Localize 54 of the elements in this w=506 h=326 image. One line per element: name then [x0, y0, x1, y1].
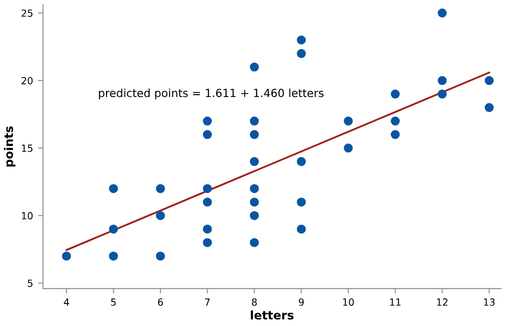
x-tick-label: 4	[64, 298, 70, 306]
point	[156, 252, 165, 261]
point	[438, 76, 447, 86]
point	[296, 198, 306, 207]
point	[344, 116, 353, 126]
point	[108, 184, 118, 194]
x-tick-label: 11	[390, 298, 401, 306]
point	[484, 76, 494, 86]
point	[250, 184, 259, 194]
point	[202, 198, 212, 207]
x-tick-label: 9	[298, 298, 304, 306]
y-tick-label: 20	[22, 77, 33, 84]
point	[202, 116, 212, 126]
point	[344, 144, 353, 153]
point	[108, 224, 118, 234]
point	[438, 90, 447, 99]
x-tick-label: 8	[252, 298, 257, 306]
point	[250, 238, 259, 248]
x-tick-label: 7	[205, 298, 210, 306]
point	[296, 36, 306, 45]
point	[250, 130, 259, 140]
x-tick-label: 6	[158, 298, 163, 306]
point	[108, 252, 118, 261]
point	[390, 130, 400, 140]
point	[62, 252, 71, 261]
point	[202, 130, 212, 140]
point	[438, 8, 447, 18]
point	[390, 116, 400, 126]
point	[296, 224, 306, 234]
point	[484, 103, 494, 112]
point	[202, 238, 212, 248]
y-tick-label: 10	[22, 212, 33, 220]
point	[390, 90, 400, 99]
annotation: predicted points = 1.611 + 1.460 letters	[98, 88, 324, 100]
x-tick-label: 5	[111, 298, 116, 306]
y-tick-label: 15	[22, 144, 32, 152]
point	[250, 211, 259, 220]
point	[296, 157, 306, 166]
point	[250, 198, 259, 207]
x-tick-label: 10	[343, 298, 354, 306]
point	[296, 49, 306, 58]
y-axis-title: points	[4, 126, 16, 167]
x-tick-label: 12	[437, 298, 448, 306]
y-tick-label: 25	[22, 9, 32, 17]
point	[156, 211, 165, 220]
y-tick-label: 5	[28, 280, 32, 287]
x-tick-label: 13	[484, 298, 495, 306]
point	[250, 116, 259, 126]
point	[250, 62, 259, 72]
point	[250, 157, 259, 166]
point	[202, 184, 212, 194]
point	[156, 184, 165, 194]
point	[202, 224, 212, 234]
x-axis-title: letters	[250, 310, 294, 320]
